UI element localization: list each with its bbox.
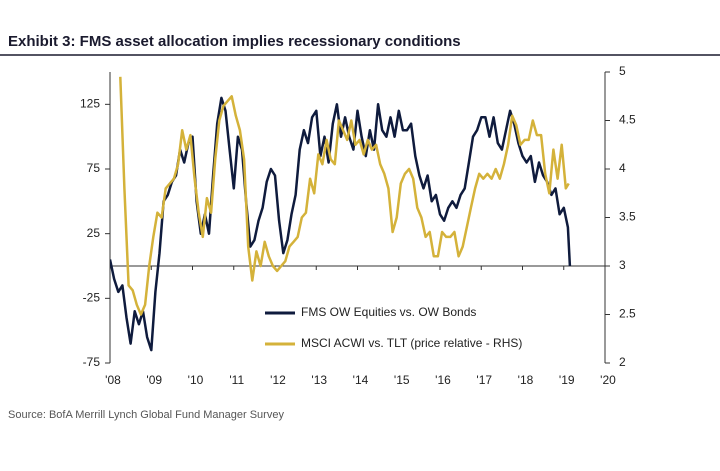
y2-tick-label: 4 [619, 161, 626, 175]
y2-tick-label: 4.5 [619, 113, 636, 127]
x-tick-label: '09 [146, 373, 162, 387]
y2-tick-label: 5 [619, 64, 626, 78]
x-tick-label: '08 [105, 373, 121, 387]
y2-tick-label: 2 [619, 355, 626, 369]
chart-title: Exhibit 3: FMS asset allocation implies … [8, 33, 461, 50]
source-note: Source: BofA Merrill Lynch Global Fund M… [8, 409, 284, 421]
x-tick-label: '15 [394, 373, 410, 387]
legend-label: FMS OW Equities vs. OW Bonds [301, 305, 476, 319]
x-tick-label: '12 [270, 373, 286, 387]
legend-label: MSCI ACWI vs. TLT (price relative - RHS) [301, 336, 522, 350]
y-tick-label: -25 [83, 291, 101, 305]
y-tick-label: 125 [80, 97, 100, 111]
x-tick-label: '14 [353, 373, 369, 387]
x-tick-label: '16 [435, 373, 451, 387]
x-tick-label: '20 [600, 373, 616, 387]
x-tick-label: '11 [229, 373, 244, 387]
x-tick-label: '17 [476, 373, 492, 387]
x-tick-label: '13 [311, 373, 327, 387]
y2-tick-label: 3 [619, 258, 626, 272]
x-tick-label: '19 [559, 373, 575, 387]
y2-tick-label: 2.5 [619, 307, 636, 321]
x-tick-label: '10 [188, 373, 204, 387]
y-tick-label: 75 [87, 161, 101, 175]
y-tick-label: -75 [83, 355, 101, 369]
y-tick-label: 25 [87, 226, 101, 240]
x-tick-label: '18 [518, 373, 534, 387]
y2-tick-label: 3.5 [619, 210, 636, 224]
series-line [119, 76, 570, 316]
